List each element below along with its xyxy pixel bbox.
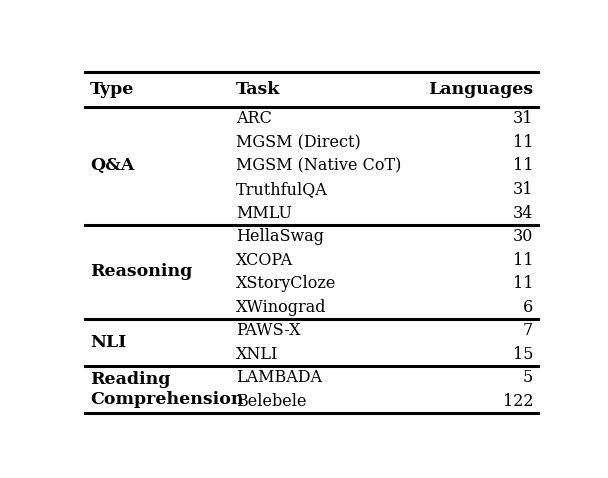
Text: MGSM (Direct): MGSM (Direct) [236, 134, 361, 151]
Text: XNLI: XNLI [236, 346, 278, 363]
Text: TruthfulQA: TruthfulQA [236, 181, 328, 198]
Text: LAMBADA: LAMBADA [236, 369, 322, 386]
Text: 11: 11 [513, 157, 533, 174]
Text: XCOPA: XCOPA [236, 251, 293, 269]
Text: 15: 15 [513, 346, 533, 363]
Text: HellaSwag: HellaSwag [236, 228, 324, 245]
Text: Task: Task [236, 81, 280, 98]
Text: MGSM (Native CoT): MGSM (Native CoT) [236, 157, 401, 174]
Text: 31: 31 [513, 110, 533, 127]
Text: MMLU: MMLU [236, 205, 292, 221]
Text: Languages: Languages [428, 81, 533, 98]
Text: 34: 34 [513, 205, 533, 221]
Text: Q&A: Q&A [90, 157, 134, 174]
Text: Reasoning: Reasoning [90, 263, 192, 281]
Text: 5: 5 [523, 369, 533, 386]
Text: 7: 7 [523, 322, 533, 339]
Text: 30: 30 [513, 228, 533, 245]
Text: 31: 31 [513, 181, 533, 198]
Text: PAWS-X: PAWS-X [236, 322, 301, 339]
Text: ARC: ARC [236, 110, 272, 127]
Text: 122: 122 [503, 393, 533, 410]
Text: Reading
Comprehension: Reading Comprehension [90, 371, 244, 408]
Text: Belebele: Belebele [236, 393, 306, 410]
Text: XWinograd: XWinograd [236, 299, 326, 316]
Text: NLI: NLI [90, 334, 126, 351]
Text: 6: 6 [523, 299, 533, 316]
Text: 11: 11 [513, 275, 533, 292]
Text: XStoryCloze: XStoryCloze [236, 275, 337, 292]
Text: 11: 11 [513, 134, 533, 151]
Text: Type: Type [90, 81, 134, 98]
Text: 11: 11 [513, 251, 533, 269]
